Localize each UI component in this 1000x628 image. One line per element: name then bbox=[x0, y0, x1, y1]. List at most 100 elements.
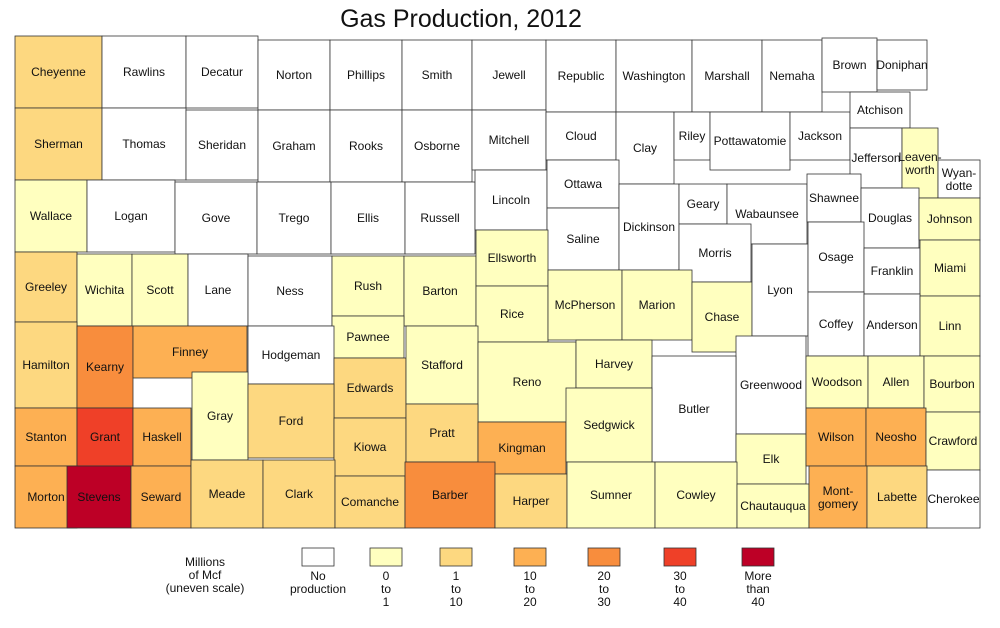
legend-label-c2: to bbox=[451, 582, 461, 596]
county-label-seward: Seward bbox=[141, 490, 182, 504]
county-label-bourbon: Bourbon bbox=[929, 377, 974, 391]
county-butler bbox=[651, 355, 737, 463]
county-label-cowley: Cowley bbox=[676, 488, 715, 502]
county-chase bbox=[691, 281, 753, 353]
county-label-stanton: Stanton bbox=[25, 430, 66, 444]
county-lincoln bbox=[474, 169, 548, 231]
county-label-line: gomery bbox=[818, 497, 858, 511]
county-pratt bbox=[405, 403, 479, 463]
county-label-stevens: Stevens bbox=[77, 490, 120, 504]
county-label-chase: Chase bbox=[705, 310, 740, 324]
county-seward bbox=[130, 465, 192, 529]
county-label-saline: Saline bbox=[566, 232, 600, 246]
county-label-barber: Barber bbox=[432, 488, 468, 502]
county-hodgeman bbox=[247, 325, 335, 385]
county-label-norton: Norton bbox=[276, 68, 312, 82]
county-grant bbox=[76, 407, 134, 467]
county-rice bbox=[475, 285, 549, 343]
county-label-butler: Butler bbox=[678, 402, 709, 416]
county-label-harper: Harper bbox=[513, 494, 550, 508]
county-crawford bbox=[925, 411, 981, 471]
county-label-anderson: Anderson bbox=[866, 318, 917, 332]
county-label-haskell: Haskell bbox=[142, 430, 181, 444]
county-wyan-dotte bbox=[937, 159, 981, 199]
county-wilson bbox=[805, 407, 867, 467]
county-marion bbox=[621, 269, 693, 341]
county-kiowa bbox=[333, 417, 407, 477]
county-label-line: Wyan- bbox=[942, 166, 977, 180]
legend-label-c4: to bbox=[599, 582, 609, 596]
county-label-graham: Graham bbox=[272, 139, 315, 153]
county-label-sherman: Sherman bbox=[34, 137, 83, 151]
county-label-hamilton: Hamilton bbox=[22, 358, 69, 372]
county-label-gove: Gove bbox=[202, 211, 231, 225]
legend-label-c3: to bbox=[525, 582, 535, 596]
county-cheyenne bbox=[14, 35, 103, 109]
legend-label-c6: More bbox=[744, 569, 772, 583]
county-label-washington: Washington bbox=[623, 69, 686, 83]
legend-swatch-c4 bbox=[587, 547, 621, 567]
county-label-wallace: Wallace bbox=[30, 209, 73, 223]
county-rawlins bbox=[101, 35, 187, 109]
county-label-osborne: Osborne bbox=[414, 139, 460, 153]
legend-swatch-c1 bbox=[369, 547, 403, 567]
county-label-greeley: Greeley bbox=[25, 280, 67, 294]
county-mont-gomery bbox=[808, 465, 868, 529]
legend-swatch-none bbox=[301, 547, 335, 567]
county-kearny bbox=[76, 325, 134, 409]
county-label-ellsworth: Ellsworth bbox=[488, 251, 537, 265]
county-label-finney: Finney bbox=[172, 345, 208, 359]
county-osage bbox=[807, 221, 865, 293]
county-label-allen: Allen bbox=[883, 375, 910, 389]
county-label-osage: Osage bbox=[818, 250, 854, 264]
county-harper bbox=[494, 473, 568, 529]
county-label-reno: Reno bbox=[513, 375, 542, 389]
county-label-greenwood: Greenwood bbox=[740, 378, 802, 392]
county-linn bbox=[919, 295, 981, 357]
county-label-morris: Morris bbox=[698, 246, 731, 260]
county-ford bbox=[247, 383, 335, 459]
county-label-ford: Ford bbox=[279, 414, 304, 428]
county-label-edwards: Edwards bbox=[347, 381, 394, 395]
county-label-sedgwick: Sedgwick bbox=[583, 418, 635, 432]
county-clark bbox=[262, 459, 336, 529]
county-ottawa bbox=[546, 159, 620, 209]
county-doniphan bbox=[876, 39, 928, 91]
county-graham bbox=[257, 109, 331, 183]
county-ellis bbox=[330, 181, 406, 255]
county-scott bbox=[131, 253, 189, 327]
county-label-grant: Grant bbox=[90, 430, 121, 444]
county-label-geary: Geary bbox=[687, 197, 720, 211]
county-label-crawford: Crawford bbox=[929, 434, 978, 448]
county-bourbon bbox=[923, 355, 981, 413]
county-label-hodgeman: Hodgeman bbox=[262, 348, 321, 362]
county-label-stafford: Stafford bbox=[421, 358, 463, 372]
legend-label-c6: than bbox=[746, 582, 769, 596]
legend-swatch-c3 bbox=[513, 547, 547, 567]
county-riley bbox=[673, 111, 711, 161]
county-sheridan bbox=[185, 109, 259, 181]
county-label-kiowa: Kiowa bbox=[354, 440, 387, 454]
county-labette bbox=[866, 465, 928, 529]
county-label-lyon: Lyon bbox=[767, 283, 793, 297]
county-brown bbox=[821, 37, 878, 93]
county-leaven-worth bbox=[901, 127, 939, 199]
county-label-rooks: Rooks bbox=[349, 139, 383, 153]
county-label-harvey: Harvey bbox=[595, 357, 633, 371]
county-label-marshall: Marshall bbox=[704, 69, 749, 83]
county-label-clark: Clark bbox=[285, 487, 314, 501]
county-label-neosho: Neosho bbox=[875, 430, 917, 444]
map-title: Gas Production, 2012 bbox=[340, 5, 582, 33]
county-label-cherokee: Cherokee bbox=[927, 492, 979, 506]
county-meade bbox=[190, 459, 264, 529]
county-woodson bbox=[805, 355, 869, 409]
county-sherman bbox=[14, 107, 103, 181]
county-wichita bbox=[76, 253, 133, 327]
county-label-line: Mont- bbox=[823, 484, 854, 498]
county-label-wichita: Wichita bbox=[85, 283, 125, 297]
county-label-republic: Republic bbox=[558, 69, 605, 83]
county-label-decatur: Decatur bbox=[201, 65, 243, 79]
county-cherokee bbox=[926, 469, 981, 529]
county-label-thomas: Thomas bbox=[122, 137, 165, 151]
legend-label-c2: 10 bbox=[449, 595, 463, 609]
